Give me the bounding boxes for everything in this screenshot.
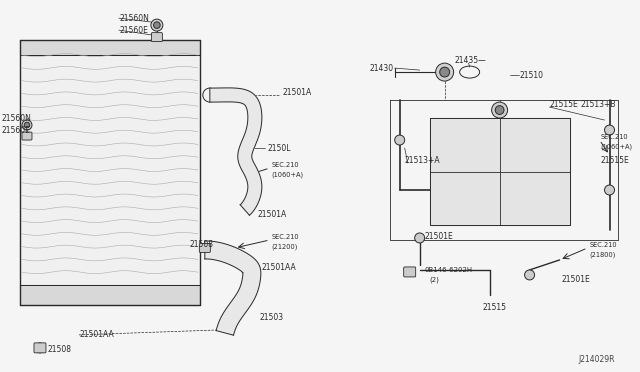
Text: 21508: 21508 xyxy=(190,240,214,250)
Circle shape xyxy=(440,67,450,77)
Text: 21503: 21503 xyxy=(260,313,284,323)
Text: 21501E: 21501E xyxy=(561,275,590,285)
Polygon shape xyxy=(205,241,261,335)
Circle shape xyxy=(24,122,29,128)
Polygon shape xyxy=(20,40,200,55)
Text: 21560E: 21560E xyxy=(120,26,148,35)
FancyBboxPatch shape xyxy=(34,343,46,353)
Circle shape xyxy=(495,106,504,115)
Polygon shape xyxy=(20,285,200,305)
Polygon shape xyxy=(20,55,200,285)
Circle shape xyxy=(35,343,45,353)
Circle shape xyxy=(151,19,163,31)
Circle shape xyxy=(605,185,614,195)
Text: (21200): (21200) xyxy=(272,244,298,250)
Text: 21560N: 21560N xyxy=(120,14,150,23)
Text: 21560N: 21560N xyxy=(2,113,32,122)
FancyBboxPatch shape xyxy=(404,267,415,277)
Text: 21515E: 21515E xyxy=(600,155,629,164)
Circle shape xyxy=(154,22,160,28)
Text: 0B146-6202H: 0B146-6202H xyxy=(425,267,473,273)
Text: SEC.210: SEC.210 xyxy=(589,242,617,248)
Text: 21430: 21430 xyxy=(370,64,394,73)
Circle shape xyxy=(415,233,425,243)
Text: 21515: 21515 xyxy=(483,304,507,312)
Text: 21435—: 21435— xyxy=(454,55,486,65)
Circle shape xyxy=(492,102,508,118)
Text: 21501AA: 21501AA xyxy=(80,330,115,339)
Text: 21501E: 21501E xyxy=(425,232,453,241)
Polygon shape xyxy=(429,118,570,225)
Text: 21560E: 21560E xyxy=(2,125,31,135)
Text: 21508: 21508 xyxy=(48,345,72,355)
Text: 21513+A: 21513+A xyxy=(404,155,440,164)
Text: J214029R: J214029R xyxy=(578,355,614,364)
Text: (21800): (21800) xyxy=(589,252,616,258)
Text: SEC.210: SEC.210 xyxy=(272,162,300,168)
Text: 21501AA: 21501AA xyxy=(262,263,296,272)
Text: 21501A: 21501A xyxy=(258,211,287,219)
Text: SEC.210: SEC.210 xyxy=(600,134,628,140)
Text: 21510: 21510 xyxy=(520,71,543,80)
Text: 21515E: 21515E xyxy=(550,100,579,109)
Text: 21513+B: 21513+B xyxy=(580,100,616,109)
Circle shape xyxy=(436,63,454,81)
Polygon shape xyxy=(210,88,262,215)
FancyBboxPatch shape xyxy=(152,33,163,42)
Text: (1060+A): (1060+A) xyxy=(272,172,304,178)
Text: (1060+A): (1060+A) xyxy=(600,144,633,150)
Circle shape xyxy=(395,135,404,145)
FancyBboxPatch shape xyxy=(199,243,211,253)
FancyBboxPatch shape xyxy=(22,132,32,140)
Text: (2): (2) xyxy=(429,277,440,283)
Circle shape xyxy=(605,125,614,135)
Text: 21501A: 21501A xyxy=(283,87,312,97)
Text: SEC.210: SEC.210 xyxy=(272,234,300,240)
Circle shape xyxy=(22,120,32,130)
Text: 2150L: 2150L xyxy=(268,144,291,153)
Circle shape xyxy=(525,270,534,280)
Circle shape xyxy=(406,268,413,276)
